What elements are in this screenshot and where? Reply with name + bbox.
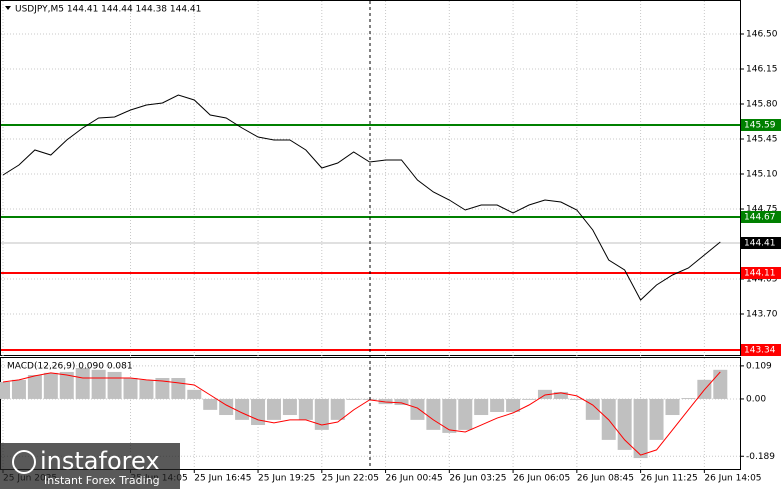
macd-title: MACD(12,26,9) 0.090 0.081 [7,362,133,372]
macd-bar [11,379,26,399]
macd-bar [394,398,409,406]
macd-bar [330,398,345,420]
signal-line [2,371,721,456]
macd-bar [474,398,489,416]
macd-bar [506,398,521,412]
macd-bar [139,379,154,399]
macd-bar [75,368,90,399]
macd-bar [681,398,696,399]
macd-bar [346,398,361,400]
watermark-icon [12,450,36,474]
y-tick-label: 0.109 [746,361,772,371]
y-tick-label: 146.15 [746,65,778,75]
y-tick-label: 143.70 [746,310,778,320]
macd-bar [490,398,505,412]
watermark-brand: instaforex [40,447,160,475]
macd-bar [59,371,74,399]
x-tick-label: 26 Jun 08:45 [577,474,634,484]
macd-bar [187,389,202,399]
macd-bar [123,378,138,399]
y-tick-label: 144.05 [746,275,778,285]
macd-bar [458,398,473,430]
price-level-label: 144.67 [744,213,776,223]
y-tick-label: -0.189 [746,452,775,462]
x-tick-label: 25 Jun 22:05 [322,474,379,484]
macd-bar [633,398,648,459]
price-level-label: 143.34 [744,346,776,356]
macd-bar [298,398,313,420]
x-tick-label: 26 Jun 11:25 [641,474,698,484]
x-tick-label: 26 Jun 03:25 [449,474,506,484]
macd-bar [27,374,42,399]
watermark: instaforex Instant Forex Trading [0,443,180,489]
price-level-box [741,119,781,131]
x-tick-label: 26 Jun 14:05 [704,474,761,484]
y-tick-label: 145.45 [746,135,778,145]
macd-bar [442,398,457,433]
macd-bar [91,369,106,399]
menu-arrow [5,6,11,10]
macd-bar [522,398,537,400]
macd-bar [585,398,600,420]
price-level-label: 144.11 [744,269,776,279]
watermark-bg [0,443,180,489]
macd-bar [617,398,632,450]
macd-bar [665,398,680,416]
data-layer: 146.50146.15145.80145.45145.10144.75144.… [0,30,781,484]
price-line [2,94,721,301]
macd-bar [282,398,297,416]
price-level-box [741,211,781,223]
y-tick-label: 145.80 [746,100,778,110]
macd-bar [107,371,122,399]
price-level-label: 144.41 [744,239,776,249]
x-tick-label: 26 Jun 06:05 [513,474,570,484]
macd-bar [649,398,664,440]
x-tick-label: 26 Jun 00:45 [386,474,443,484]
macd-bar [203,398,218,410]
macd-bar [314,398,329,430]
macd-bar [537,389,552,399]
macd-bar [171,378,186,399]
price-level-box [741,344,781,356]
y-tick-label: 144.75 [746,205,778,215]
chart-title: USDJPY,M5 144.41 144.44 144.38 144.41 [15,5,201,15]
watermark-tagline: Instant Forex Trading [44,474,160,487]
macd-bar [569,398,584,400]
macd-bar [266,398,281,420]
price-level-box [741,267,781,279]
y-tick-label: 145.10 [746,170,778,180]
x-tick-label: 25 Jun 19:25 [258,474,315,484]
macd-bar [713,369,728,399]
price-level-label: 145.59 [744,121,776,131]
macd-bar [43,372,58,399]
macd-bar [0,381,10,399]
y-tick-label: 146.50 [746,30,778,40]
macd-bar [426,398,441,430]
price-level-box [741,237,781,249]
y-tick-label: 0.00 [746,394,766,404]
macd-bar [235,398,250,420]
macd-bar [410,398,425,420]
macd-bar [553,391,568,399]
macd-bar [155,378,170,399]
x-tick-label: 25 Jun 16:45 [194,474,251,484]
